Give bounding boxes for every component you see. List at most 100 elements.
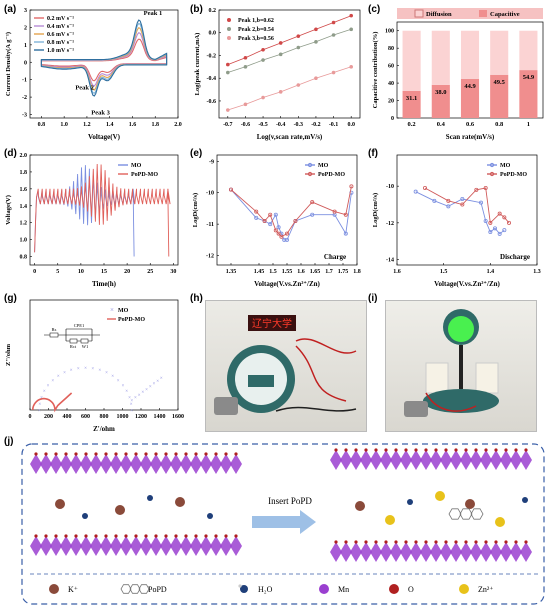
mno6-octahedron bbox=[150, 536, 162, 556]
x-tick-label: 600 bbox=[81, 414, 90, 420]
legend-marker-mo: × bbox=[110, 306, 114, 314]
fan-stand bbox=[459, 345, 463, 389]
y-tick-label: 0.8 bbox=[20, 255, 28, 261]
battery-clip bbox=[404, 401, 428, 417]
annotation-peak-3: Peak 3 bbox=[91, 110, 110, 117]
oxygen-atom bbox=[154, 534, 158, 538]
water-molecule bbox=[207, 513, 213, 519]
oxygen-atom bbox=[394, 448, 398, 452]
mno6-octahedron bbox=[450, 450, 462, 470]
mno6-octahedron bbox=[180, 454, 192, 474]
legend-label-2: Peak 2,b=0.54 bbox=[238, 27, 274, 33]
x-tick-label: 1.75 bbox=[338, 269, 349, 275]
data-point bbox=[243, 55, 248, 60]
oxygen-atom bbox=[124, 452, 128, 456]
x-tick-label: 0.8 bbox=[38, 122, 46, 128]
x-axis-label: Voltage(V.vs.Zn²⁺/Zn) bbox=[434, 280, 500, 288]
black-wire bbox=[275, 406, 357, 412]
bar-data-label: 54.9 bbox=[523, 74, 535, 81]
mno6-octahedron bbox=[130, 454, 142, 474]
mno6-octahedron bbox=[480, 450, 492, 470]
oxygen-atom bbox=[434, 540, 438, 544]
x-tick-label: 25 bbox=[147, 269, 153, 275]
popd-molecule-icon bbox=[138, 584, 150, 594]
oxygen-atom bbox=[64, 452, 68, 456]
oxygen-atom bbox=[464, 448, 468, 452]
y-tick-label: -9 bbox=[209, 159, 214, 165]
popd-molecule-icon bbox=[129, 584, 141, 594]
y-tick-label: -11 bbox=[206, 222, 214, 228]
x-tick-label: 1.5 bbox=[269, 269, 277, 275]
x-tick-label: 1.0 bbox=[60, 122, 68, 128]
y-tick-label: -3 bbox=[22, 113, 27, 119]
mo-marker: × bbox=[130, 409, 133, 414]
legend-label-1: K⁺ bbox=[68, 585, 78, 594]
mno6-octahedron bbox=[50, 536, 62, 556]
plot-frame bbox=[218, 9, 361, 119]
oxygen-atom bbox=[364, 448, 368, 452]
oxygen-atom bbox=[234, 452, 238, 456]
mno6-octahedron bbox=[110, 454, 122, 474]
data-point bbox=[349, 65, 353, 69]
oxygen-atom bbox=[344, 448, 348, 452]
bar-capacitive bbox=[402, 90, 421, 118]
data-point bbox=[273, 212, 278, 217]
data-point bbox=[460, 197, 465, 202]
data-point bbox=[413, 189, 418, 194]
oxygen-atom bbox=[494, 540, 498, 544]
mo-marker: × bbox=[77, 367, 80, 372]
mo-marker: × bbox=[43, 390, 46, 395]
oxygen-atom bbox=[404, 540, 408, 544]
y-tick-label: -12 bbox=[206, 254, 214, 260]
circuit-label-w1: W1 bbox=[82, 344, 89, 349]
data-point bbox=[483, 186, 488, 191]
legend-marker bbox=[307, 162, 313, 168]
bar-data-label: 44.9 bbox=[464, 83, 476, 90]
x-tick-label: -0.4 bbox=[276, 122, 286, 128]
bar-data-label: 31.1 bbox=[406, 95, 417, 102]
data-point bbox=[479, 200, 484, 205]
legend-band bbox=[397, 8, 543, 19]
mn-atom-icon bbox=[319, 584, 329, 594]
mo-marker: × bbox=[111, 375, 114, 380]
mo-marker: × bbox=[38, 409, 41, 414]
oxygen-atom bbox=[394, 540, 398, 544]
bar-data-label: 49.5 bbox=[494, 79, 506, 86]
data-point bbox=[278, 52, 283, 57]
x-tick-label: 2.0 bbox=[174, 122, 182, 128]
x-tick-label: 1.8 bbox=[353, 269, 361, 275]
x-axis-label: Scan rate(mV/s) bbox=[446, 133, 495, 141]
mno6-octahedron bbox=[160, 454, 172, 474]
mno6-octahedron bbox=[40, 536, 52, 556]
mno6-octahedron bbox=[350, 450, 362, 470]
circuit-label-rct: Rct bbox=[70, 344, 77, 349]
data-point bbox=[261, 95, 265, 100]
oxygen-atom bbox=[134, 452, 138, 456]
legend-marker bbox=[307, 171, 313, 177]
mno6-octahedron bbox=[200, 454, 212, 474]
device-photo-h-drawing: 辽宁大学 bbox=[214, 315, 357, 415]
oxygen-atom bbox=[104, 452, 108, 456]
mno6-octahedron bbox=[130, 536, 142, 556]
x-tick-label: 1600 bbox=[172, 414, 184, 420]
y-tick-label: -0.4 bbox=[207, 76, 217, 82]
gcd-voltage-time-chart: Time(h) Voltage(V) 0 5 10 15 20 25 30 0.8 1.0 1.2 1.… bbox=[5, 153, 179, 288]
oxygen-atom bbox=[34, 534, 38, 538]
data-point bbox=[296, 45, 301, 50]
data-point bbox=[296, 83, 301, 87]
mno6-octahedron bbox=[380, 450, 392, 470]
data-point bbox=[502, 215, 507, 220]
mno6-octahedron bbox=[380, 542, 392, 562]
data-point bbox=[343, 231, 348, 236]
mno6-octahedron bbox=[70, 454, 82, 474]
bar-diffusion bbox=[519, 30, 538, 71]
data-point bbox=[310, 212, 315, 217]
k-ion-icon bbox=[49, 584, 59, 594]
x-tick-label: -0.2 bbox=[311, 122, 321, 128]
data-point bbox=[492, 226, 497, 231]
oxygen-atom bbox=[94, 452, 98, 456]
annotation-label: Discharge bbox=[500, 253, 530, 261]
mo-marker: × bbox=[130, 399, 133, 404]
bar-diffusion bbox=[490, 30, 509, 75]
oxygen-atom bbox=[524, 448, 528, 452]
